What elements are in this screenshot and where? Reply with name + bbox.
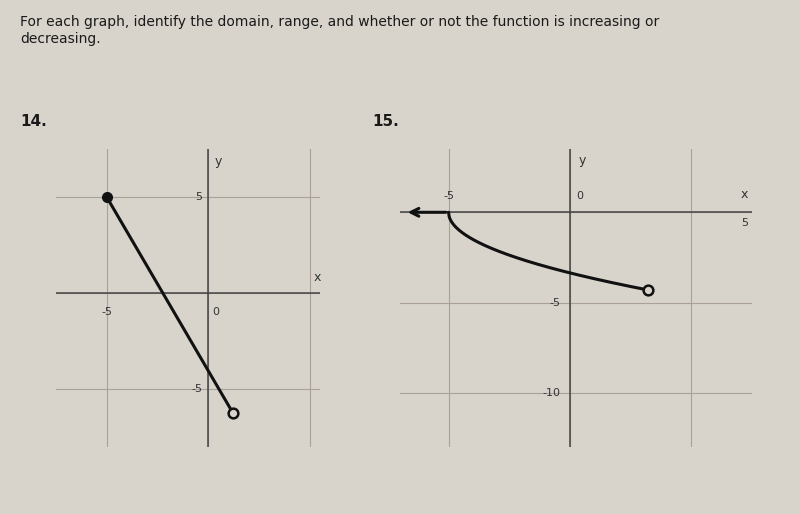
Text: 14.: 14. [20,114,46,129]
Text: 0: 0 [212,307,219,317]
Text: -10: -10 [542,388,560,398]
Text: x: x [741,189,749,201]
Text: -5: -5 [443,191,454,201]
Text: 15.: 15. [372,114,398,129]
Text: 5: 5 [742,218,748,228]
Text: y: y [578,155,586,168]
Text: 5: 5 [195,192,202,202]
Text: 0: 0 [576,191,583,201]
Text: x: x [314,271,322,284]
Text: -5: -5 [191,384,202,394]
Text: -5: -5 [102,307,112,317]
Text: For each graph, identify the domain, range, and whether or not the function is i: For each graph, identify the domain, ran… [20,15,659,46]
Text: y: y [214,155,222,168]
Text: -5: -5 [550,298,560,308]
